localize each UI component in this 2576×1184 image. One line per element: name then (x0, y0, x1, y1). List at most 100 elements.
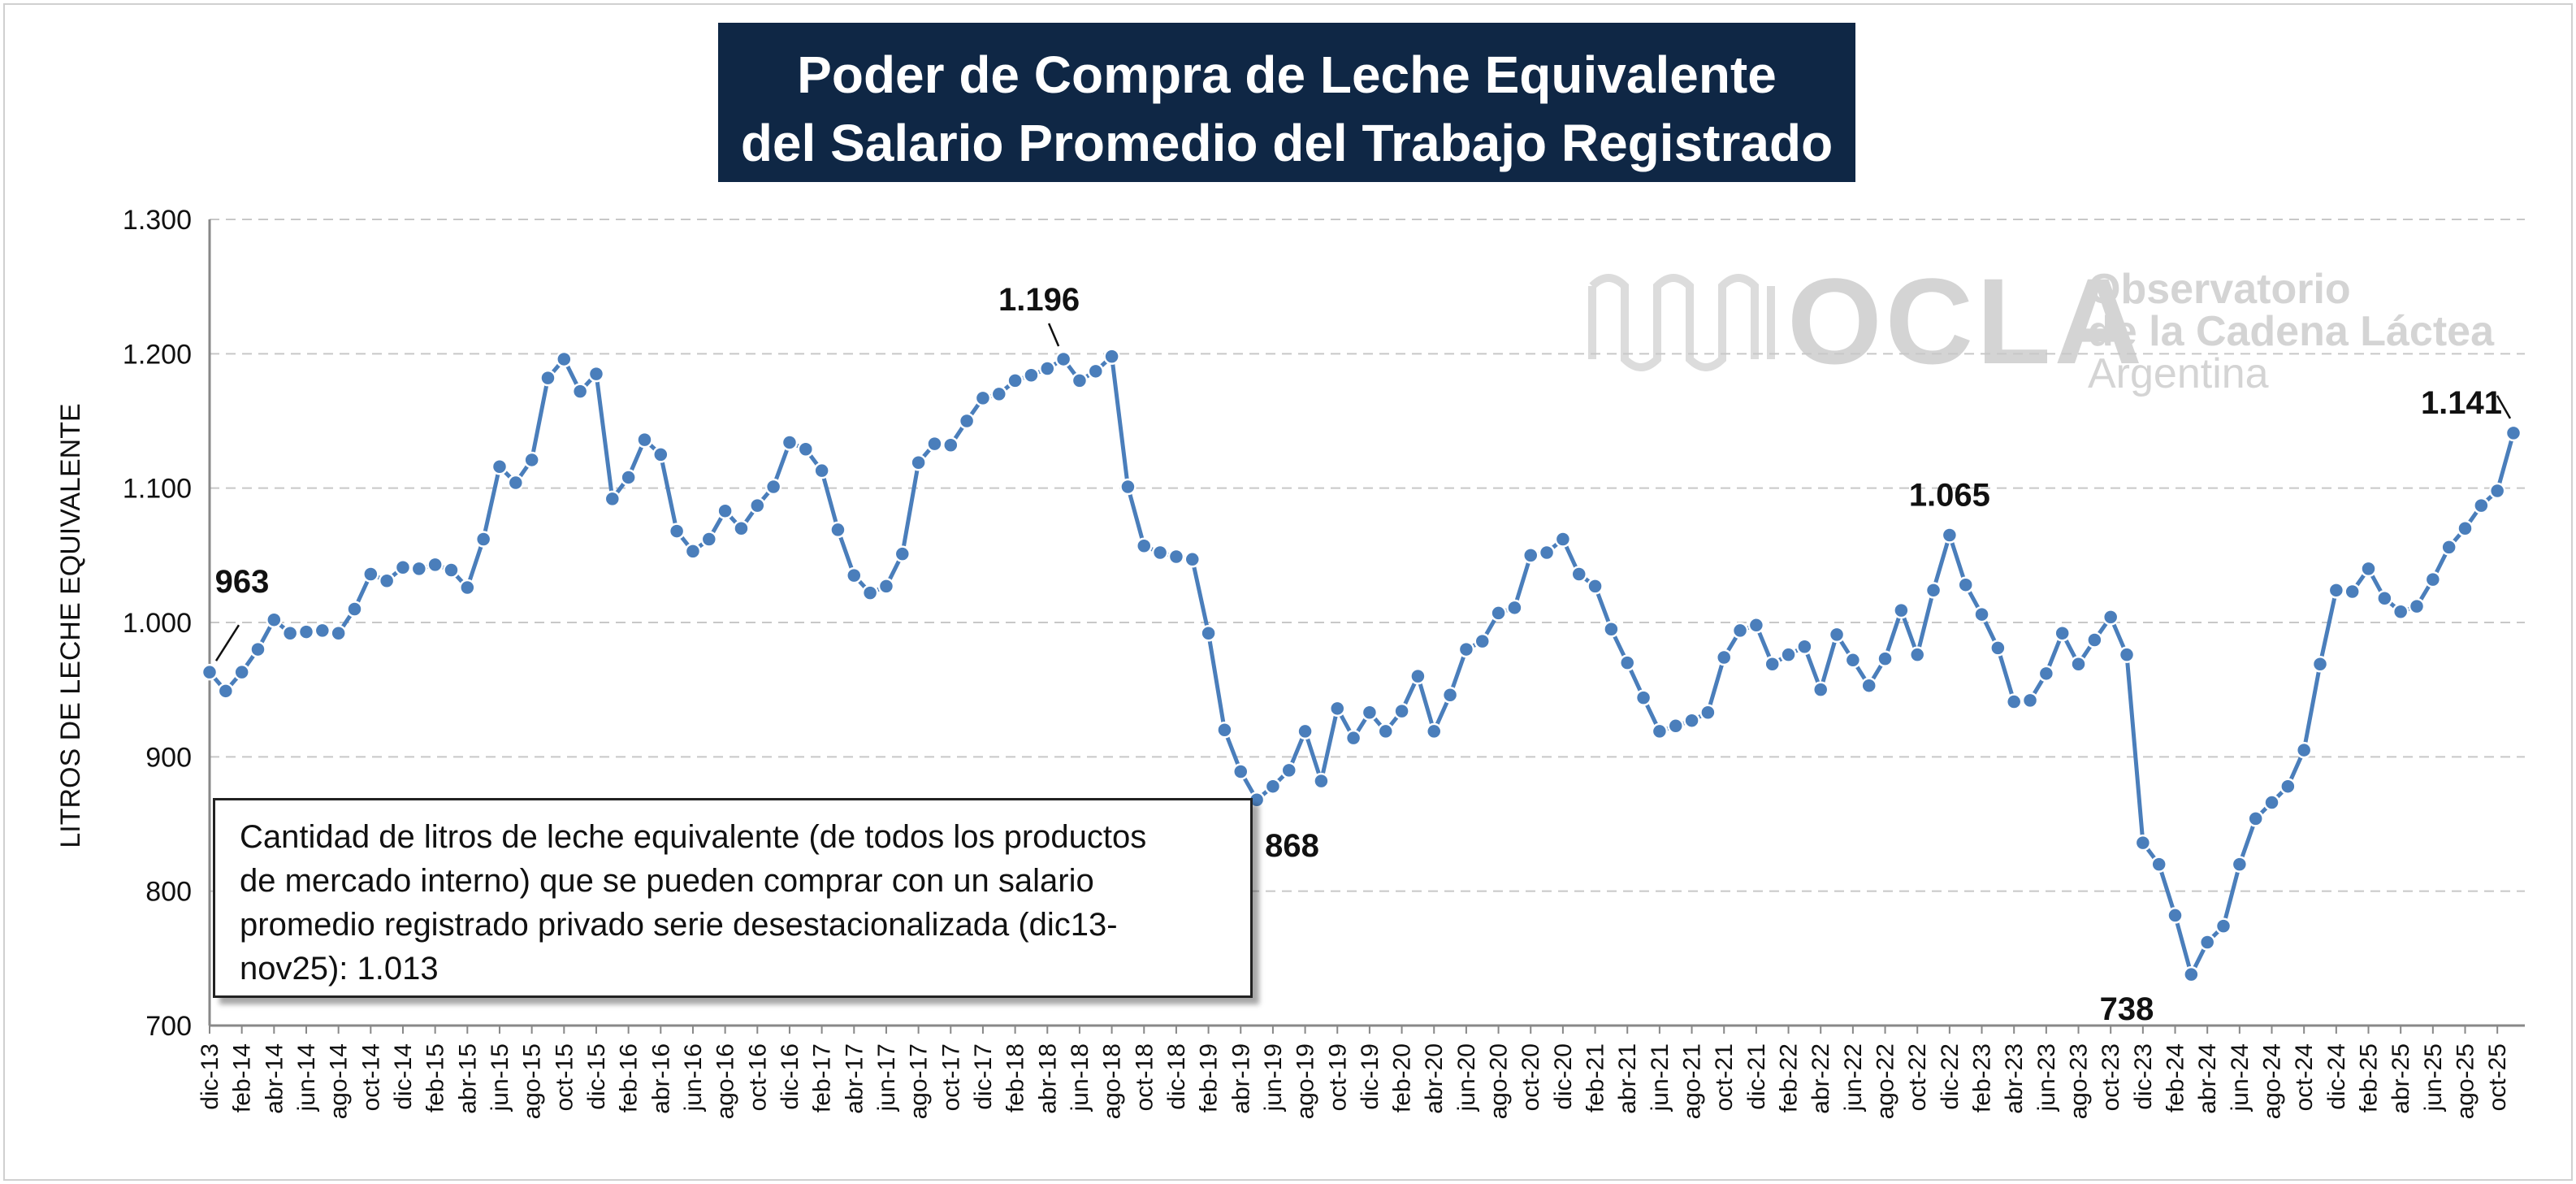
data-point (1587, 578, 1604, 595)
x-tick-label: ago-20 (1486, 1043, 1513, 1119)
data-point (620, 469, 637, 486)
data-point (1490, 605, 1507, 622)
watermark-line-1: Observatorio (2088, 266, 2351, 313)
data-point (1812, 681, 1829, 698)
data-point (394, 558, 412, 576)
note-text-line-2: de mercado interno) que se pueden compra… (240, 863, 1094, 899)
data-point (1023, 366, 1040, 384)
data-point (346, 601, 363, 618)
x-tick-label: ago-14 (326, 1043, 353, 1119)
data-point (1844, 652, 1862, 669)
x-tick-label: abr-21 (1614, 1043, 1641, 1114)
x-tick-label: feb-20 (1389, 1043, 1416, 1112)
data-point (1699, 704, 1717, 722)
data-point (1764, 656, 1781, 673)
data-point (1232, 763, 1249, 780)
data-point (2150, 856, 2167, 873)
x-tick-label: feb-25 (2356, 1043, 2383, 1112)
x-tick-label: oct-20 (1517, 1043, 1544, 1111)
data-point (556, 350, 573, 368)
data-label: 1.196 (998, 282, 1080, 318)
data-point (2327, 582, 2345, 599)
watermark-line-3: Argentina (2088, 350, 2269, 397)
y-tick-label: 1.000 (123, 608, 192, 639)
data-point (942, 436, 959, 454)
x-tick-label: dic-21 (1743, 1043, 1770, 1110)
data-point (2167, 907, 2184, 924)
data-point (1618, 654, 1636, 671)
x-tick-label: jun-15 (487, 1043, 513, 1112)
x-tick-label: dic-23 (2130, 1043, 2157, 1110)
data-point (684, 543, 702, 560)
data-point (2457, 520, 2474, 537)
data-point (1957, 576, 1974, 593)
data-point (1119, 478, 1136, 496)
data-point (764, 478, 782, 496)
x-tick-label: dic-19 (1357, 1043, 1383, 1110)
note-text-line-3: promedio registrado privado serie desest… (240, 907, 1118, 943)
data-point (410, 560, 428, 578)
data-point (2279, 778, 2297, 795)
x-tick-label: jun-19 (1260, 1043, 1287, 1112)
x-tick-label: oct-22 (1904, 1043, 1931, 1111)
data-point (1393, 702, 1410, 720)
data-point (1457, 640, 1475, 658)
x-tick-label: feb-22 (1776, 1043, 1803, 1112)
x-tick-label: dic-22 (1937, 1043, 1963, 1110)
x-tick-label: abr-17 (841, 1043, 868, 1114)
x-tick-label: abr-24 (2194, 1043, 2221, 1114)
data-point (281, 624, 299, 642)
data-label: 868 (1265, 828, 1319, 864)
chart-title-line-2: del Salario Promedio del Trabajo Registr… (740, 114, 1834, 172)
x-tick-label: feb-24 (2163, 1043, 2189, 1112)
data-point (2231, 856, 2249, 873)
data-point (1200, 624, 1217, 642)
x-tick-label: abr-25 (2388, 1043, 2414, 1114)
data-point (861, 584, 879, 601)
x-tick-label: ago-19 (1292, 1043, 1319, 1119)
data-point (1313, 772, 1330, 790)
data-point (1377, 722, 1394, 740)
data-point (1538, 544, 1556, 562)
data-point (1474, 632, 1491, 650)
watermark-line-2: de la Cadena Láctea (2088, 308, 2494, 355)
data-point (958, 412, 976, 430)
data-point (733, 520, 750, 537)
data-point (1039, 360, 1056, 377)
data-point (1441, 687, 1459, 704)
data-point (2392, 603, 2409, 621)
data-point (314, 622, 331, 640)
data-point (2424, 570, 2442, 588)
data-point (1361, 704, 1379, 722)
data-point (2311, 656, 2329, 673)
data-point (1216, 722, 1233, 739)
data-point (2183, 965, 2200, 983)
watermark-brand: OCLA (1787, 253, 2145, 389)
data-point (990, 385, 1008, 403)
data-point (1780, 646, 1797, 663)
x-tick-label: abr-14 (261, 1043, 288, 1114)
x-tick-label: abr-16 (647, 1043, 674, 1114)
data-point (1828, 626, 1846, 644)
data-point (700, 531, 718, 548)
data-point (1603, 621, 1620, 638)
data-point (1667, 718, 1684, 735)
x-tick-label: jun-17 (873, 1043, 900, 1112)
data-point (2134, 834, 2152, 852)
data-point (1796, 638, 1813, 656)
annotation-leader-line (2496, 395, 2512, 419)
data-point (1007, 372, 1024, 389)
x-tick-label: ago-21 (1679, 1043, 1706, 1119)
x-tick-label: oct-17 (937, 1043, 964, 1111)
x-tick-label: feb-23 (1969, 1043, 1996, 1112)
x-tick-label: oct-15 (551, 1043, 578, 1111)
data-point (668, 523, 686, 540)
x-tick-label: jun-14 (293, 1043, 320, 1112)
data-point (1877, 650, 1894, 667)
data-point (1651, 722, 1669, 740)
x-tick-label: feb-19 (1196, 1043, 1223, 1112)
data-point (2440, 539, 2457, 556)
x-tick-label: jun-20 (1453, 1043, 1480, 1112)
y-tick-label: 1.300 (123, 205, 192, 236)
